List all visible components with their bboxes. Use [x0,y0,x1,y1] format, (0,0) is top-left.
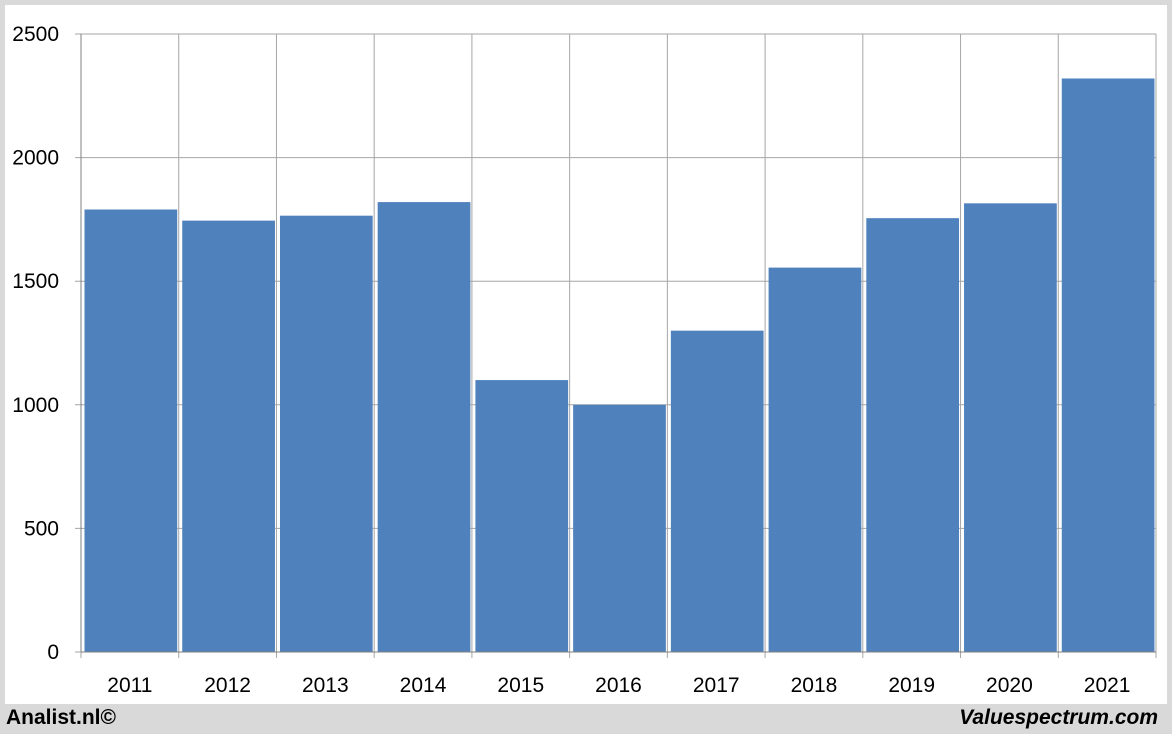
x-tick-label-2015: 2015 [497,674,544,697]
bar-2018 [768,267,862,652]
footer-source-label: Analist.nl© [6,706,116,729]
axis-layer [80,34,1156,653]
y-tick-label-1500: 1500 [12,270,59,293]
bar-2015 [475,380,569,652]
bar-2012 [182,220,275,653]
footer-site-label: Valuespectrum.com [959,706,1158,729]
label-layer: 0 500 1000 1500 2000 2500 2011 2012 2013 2014 2015… [12,23,1130,697]
bar-2013 [279,215,373,652]
x-tick-label-2012: 2012 [204,674,251,697]
bar-layer [84,78,1155,653]
bar-2017 [670,330,764,652]
x-tick-label-2020: 2020 [986,674,1033,697]
x-tick-label-2013: 2013 [302,674,349,697]
y-tick-label-500: 500 [24,517,59,540]
bar-2014 [377,202,471,652]
bar-2016 [573,404,666,652]
x-tick-label-2016: 2016 [595,674,642,697]
y-tick-label-1000: 1000 [12,394,59,417]
y-tick-label-0: 0 [47,641,59,664]
bar-2019 [866,218,960,652]
x-tick-label-2021: 2021 [1084,674,1131,697]
y-tick-label-2000: 2000 [12,147,59,170]
y-tick-label-2500: 2500 [12,23,59,46]
bar-2011 [84,209,178,652]
bar-2021 [1061,78,1155,653]
x-tick-label-2019: 2019 [888,674,935,697]
bar-2020 [964,203,1057,652]
x-tick-label-2011: 2011 [107,674,152,697]
bar-chart: 0 500 1000 1500 2000 2500 2011 2012 2013 2014 2015… [12,23,1157,697]
x-tick-label-2017: 2017 [693,674,740,697]
x-tick-label-2018: 2018 [791,674,838,697]
x-tick-label-2014: 2014 [400,674,447,697]
